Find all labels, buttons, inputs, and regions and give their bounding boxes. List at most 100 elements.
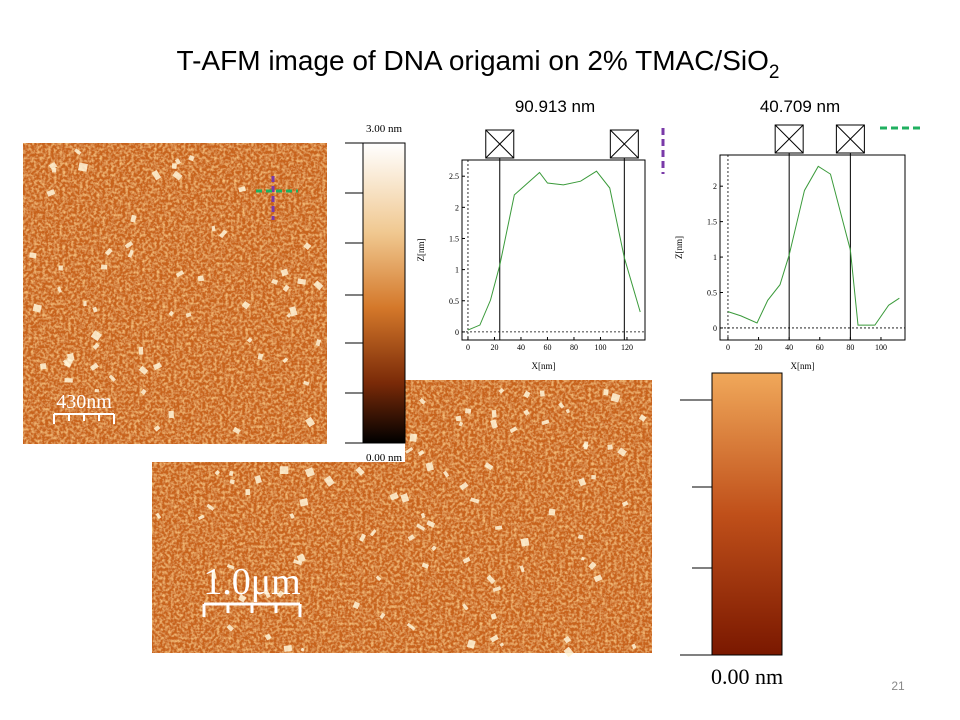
afm-particle	[293, 559, 303, 566]
afm-particle	[226, 624, 234, 632]
afm-particle	[229, 479, 235, 485]
scale-bar-label: 430nm	[56, 391, 112, 413]
afm-particle	[466, 639, 476, 649]
afm-particle	[523, 409, 530, 416]
afm-particle	[304, 467, 316, 478]
afm-particle	[130, 214, 137, 223]
afm-particle	[283, 644, 293, 652]
y-tick-label: 1.5	[707, 218, 717, 227]
afm-particle	[104, 248, 113, 256]
y-tick-label: 1.5	[449, 234, 459, 243]
afm-particle	[77, 162, 88, 172]
afm-particle	[232, 426, 241, 435]
afm-particle	[417, 449, 425, 457]
x-tick-label: 20	[490, 343, 498, 352]
afm-particle	[90, 330, 102, 342]
slide-title: T-AFM image of DNA origami on 2% TMAC/Si…	[177, 45, 780, 83]
afm-particle	[406, 622, 416, 631]
afm-particle	[211, 571, 217, 580]
afm-particle	[238, 186, 246, 193]
afm-particle	[286, 312, 292, 319]
afm-particle	[459, 481, 469, 491]
afm-particle	[219, 229, 228, 239]
afm-particle	[100, 264, 108, 270]
afm-particle	[282, 357, 289, 364]
afm-particle	[57, 286, 62, 293]
y-tick-label: 2	[455, 203, 459, 212]
afm-particle	[359, 533, 367, 542]
scale-bar-label: 1.0μm	[203, 561, 300, 603]
x-tick-label: 100	[594, 343, 606, 352]
afm-particle	[421, 562, 430, 569]
profile-title: 40.709 nm	[760, 97, 840, 116]
x-tick-label: 0	[726, 343, 730, 352]
colorbar-top	[362, 142, 406, 444]
afm-particle	[197, 514, 205, 521]
afm-particle	[211, 225, 216, 232]
afm-particle	[486, 574, 496, 585]
afm-particle	[271, 278, 279, 285]
afm-particle	[127, 249, 134, 258]
afm-particle	[64, 378, 73, 383]
afm-particle	[241, 300, 251, 310]
afm-particle	[140, 388, 147, 395]
afm-particle	[419, 397, 426, 405]
afm-particle	[245, 489, 251, 496]
afm-particle	[289, 512, 295, 520]
x-tick-label: 80	[570, 343, 578, 352]
afm-particle	[369, 529, 377, 537]
afm-particle	[299, 498, 309, 507]
afm-particle	[197, 275, 205, 282]
x-axis-label: X[nm]	[791, 361, 815, 371]
afm-particle	[172, 170, 183, 181]
afm-particle	[74, 148, 82, 156]
x-tick-label: 40	[785, 343, 793, 352]
afm-particle	[407, 534, 415, 542]
scale-bar	[53, 413, 115, 424]
afm-particle	[315, 339, 322, 347]
afm-particle	[621, 500, 629, 507]
x-tick-label: 120	[621, 343, 633, 352]
y-tick-label: 2	[713, 182, 717, 191]
afm-particle	[523, 390, 531, 399]
afm-particle	[279, 466, 289, 475]
afm-particle	[297, 278, 307, 285]
cursor-marker-cross	[836, 124, 865, 154]
afm-particle	[548, 508, 556, 516]
afm-particle	[94, 388, 100, 393]
afm-particle	[303, 242, 312, 251]
afm-particle	[300, 647, 305, 652]
cursor-marker-cross	[485, 129, 515, 159]
y-tick-label: 1	[713, 253, 717, 262]
profile-line	[467, 170, 641, 331]
afm-particle	[603, 389, 609, 396]
y-axis-label: Z[nm]	[416, 239, 426, 262]
afm-particle	[464, 408, 472, 414]
afm-particle	[352, 601, 361, 610]
afm-particle	[92, 342, 100, 350]
cursor-marker-cross	[609, 129, 639, 159]
scale-bar	[202, 602, 302, 617]
afm-particle	[577, 534, 584, 540]
title-subscript: 2	[769, 62, 780, 83]
afm-particle	[591, 474, 596, 480]
y-tick-label: 1	[455, 266, 459, 275]
afm-particle	[442, 470, 450, 478]
afm-particle	[458, 421, 464, 427]
afm-particle	[520, 537, 530, 547]
afm-particle	[229, 470, 234, 477]
title-text: T-AFM image of DNA origami on 2% TMAC/Si…	[177, 45, 769, 76]
afm-particle	[470, 497, 480, 504]
afm-particle	[409, 433, 418, 442]
afm-particle	[610, 392, 621, 403]
afm-particle	[29, 252, 37, 259]
afm-particle	[492, 586, 502, 592]
afm-particle	[355, 466, 365, 476]
afm-particle	[425, 461, 435, 472]
afm-particle	[426, 520, 436, 528]
afm-particle	[63, 357, 74, 368]
colorbar-ticks	[345, 142, 363, 444]
afm-particle	[455, 415, 462, 422]
afm-particle	[171, 163, 177, 169]
afm-particle	[155, 512, 162, 520]
